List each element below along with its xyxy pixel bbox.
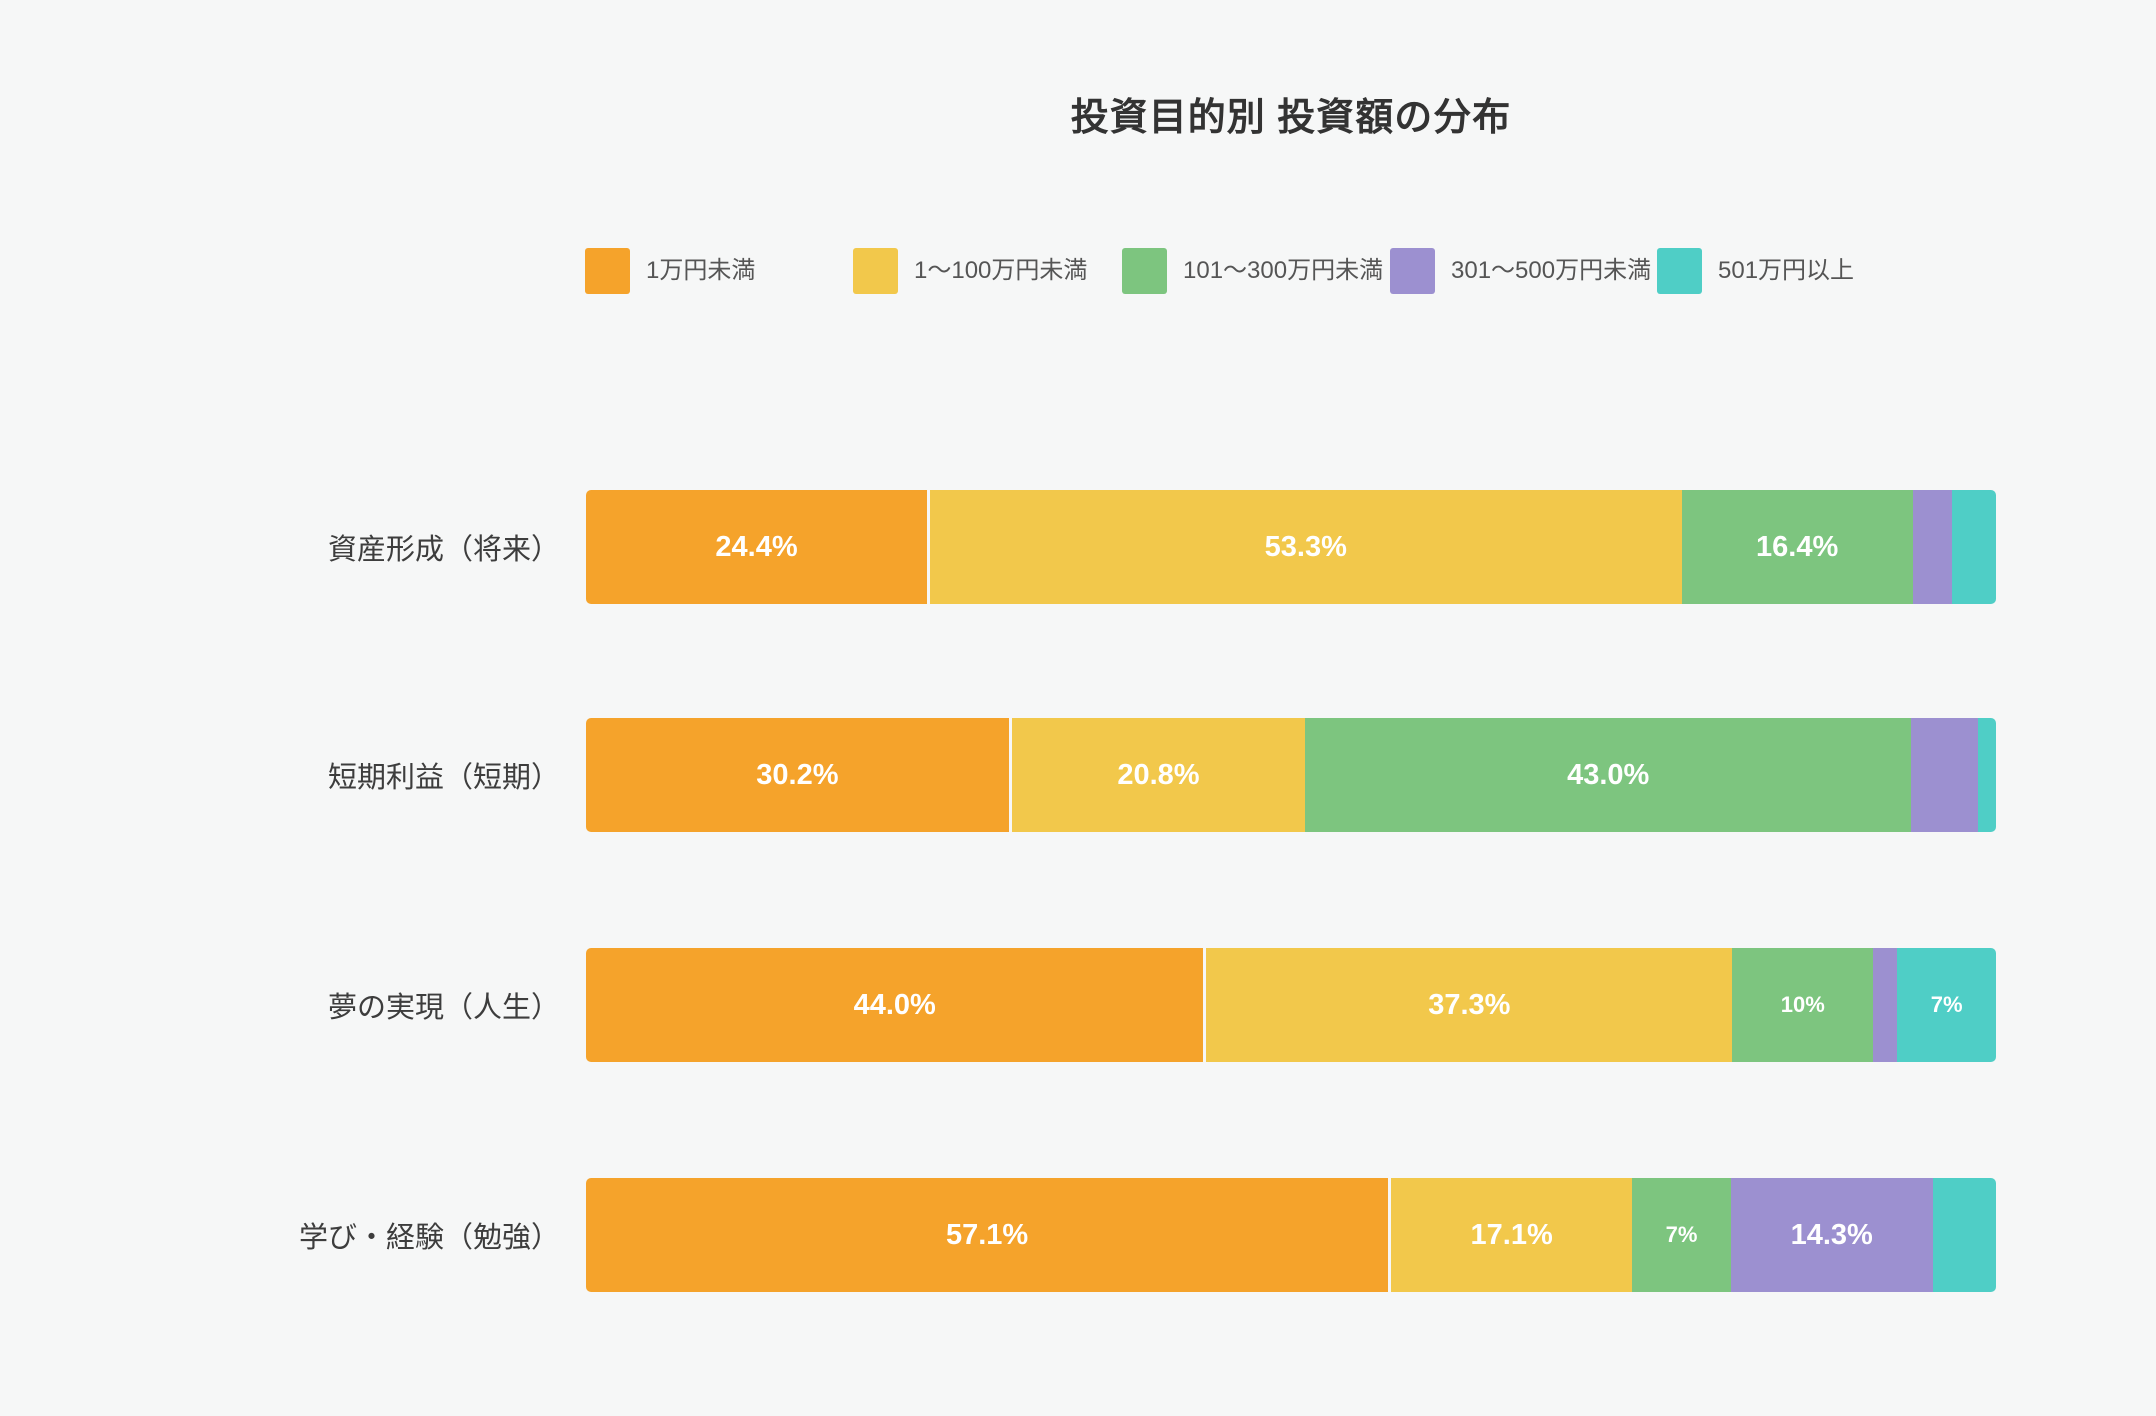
category-label: 資産形成（将来） xyxy=(327,534,560,566)
segment-value-label: 37.3% xyxy=(1428,988,1511,1021)
bar-track: 24.4% 53.3% 16.4% xyxy=(586,490,1996,604)
segment-value-label: 57.1% xyxy=(945,1218,1029,1251)
category-label: 夢の実現（人生） xyxy=(327,992,560,1024)
chart-title: 投資目的別 投資額の分布 xyxy=(1070,97,1512,139)
legend-label: 1〜100万円未満 xyxy=(914,257,1088,284)
segment-value-label: 43.0% xyxy=(1567,758,1650,791)
segment-value-label: 7% xyxy=(1930,992,1963,1017)
bar-segment: 7% xyxy=(1897,948,1996,1062)
bar-segment: 10% xyxy=(1732,948,1874,1062)
bar-segment: 16.4% xyxy=(1681,490,1913,604)
bar-segment: 43.0% xyxy=(1305,718,1912,832)
legend-label: 301〜500万円未満 xyxy=(1451,257,1652,284)
category-label: 短期利益（短期） xyxy=(327,762,560,794)
bar-row: 資産形成（将来） 24.4% 53.3% 16.4% xyxy=(0,490,2156,604)
legend-label: 101〜300万円未満 xyxy=(1183,257,1384,284)
segment-value-label: 17.1% xyxy=(1470,1218,1553,1251)
segment-value-label: 10% xyxy=(1780,992,1825,1017)
legend-item: 501万円以上 xyxy=(1657,248,1854,294)
legend-item: 101〜300万円未満 xyxy=(1122,248,1383,294)
bar-segment: 17.1% xyxy=(1391,1178,1633,1292)
legend-swatch xyxy=(585,248,630,294)
bar-segment: 7% xyxy=(1632,1178,1731,1292)
segment-value-label: 20.8% xyxy=(1117,758,1200,791)
bar-row: 短期利益（短期） 30.2% 20.8% 43.0% xyxy=(0,718,2156,832)
bar-segment: 53.3% xyxy=(930,490,1682,604)
bar-segment: 24.4% xyxy=(586,490,931,604)
bar-segment: 37.3% xyxy=(1206,948,1733,1062)
legend-swatch xyxy=(853,248,898,294)
legend-label: 1万円未満 xyxy=(646,257,756,284)
bar-segment: 30.2% xyxy=(586,718,1012,832)
segment-value-label: 44.0% xyxy=(853,988,936,1021)
category-label: 学び・経験（勉強） xyxy=(298,1222,560,1254)
segment-value-label: 24.4% xyxy=(715,530,798,563)
bar-segment xyxy=(1912,490,1953,604)
legend-swatch xyxy=(1657,248,1702,294)
bar-track: 44.0% 37.3% 10% 7% xyxy=(586,948,1996,1062)
bar-segment: 57.1% xyxy=(586,1178,1392,1292)
bar-segment xyxy=(1952,490,1996,604)
segment-value-label: 16.4% xyxy=(1756,530,1839,563)
segment-value-label: 30.2% xyxy=(756,758,839,791)
legend-item: 1〜100万円未満 xyxy=(853,248,1087,294)
segment-value-label: 14.3% xyxy=(1790,1218,1873,1251)
bar-track: 30.2% 20.8% 43.0% xyxy=(586,718,1996,832)
legend: 1万円未満 1〜100万円未満 101〜300万円未満 301〜500万円未満 501万… xyxy=(585,248,1995,294)
legend-item: 1万円未満 xyxy=(585,248,755,294)
legend-item: 301〜500万円未満 xyxy=(1390,248,1651,294)
bar-row: 学び・経験（勉強） 57.1% 17.1% 7% 14.3% xyxy=(0,1178,2156,1292)
bar-segment: 44.0% xyxy=(586,948,1207,1062)
bar-track: 57.1% 17.1% 7% 14.3% xyxy=(586,1178,1996,1292)
bar-segment: 14.3% xyxy=(1730,1178,1933,1292)
bar-segment xyxy=(1932,1178,1996,1292)
bar-segment xyxy=(1911,718,1978,832)
legend-swatch xyxy=(1390,248,1435,294)
segment-value-label: 53.3% xyxy=(1264,530,1347,563)
bar-segment xyxy=(1873,948,1898,1062)
legend-swatch xyxy=(1122,248,1167,294)
segment-value-label: 7% xyxy=(1665,1222,1698,1247)
bar-segment xyxy=(1977,718,1996,832)
bar-segment: 20.8% xyxy=(1011,718,1306,832)
legend-label: 501万円以上 xyxy=(1718,257,1855,284)
bar-row: 夢の実現（人生） 44.0% 37.3% 10% 7% xyxy=(0,948,2156,1062)
